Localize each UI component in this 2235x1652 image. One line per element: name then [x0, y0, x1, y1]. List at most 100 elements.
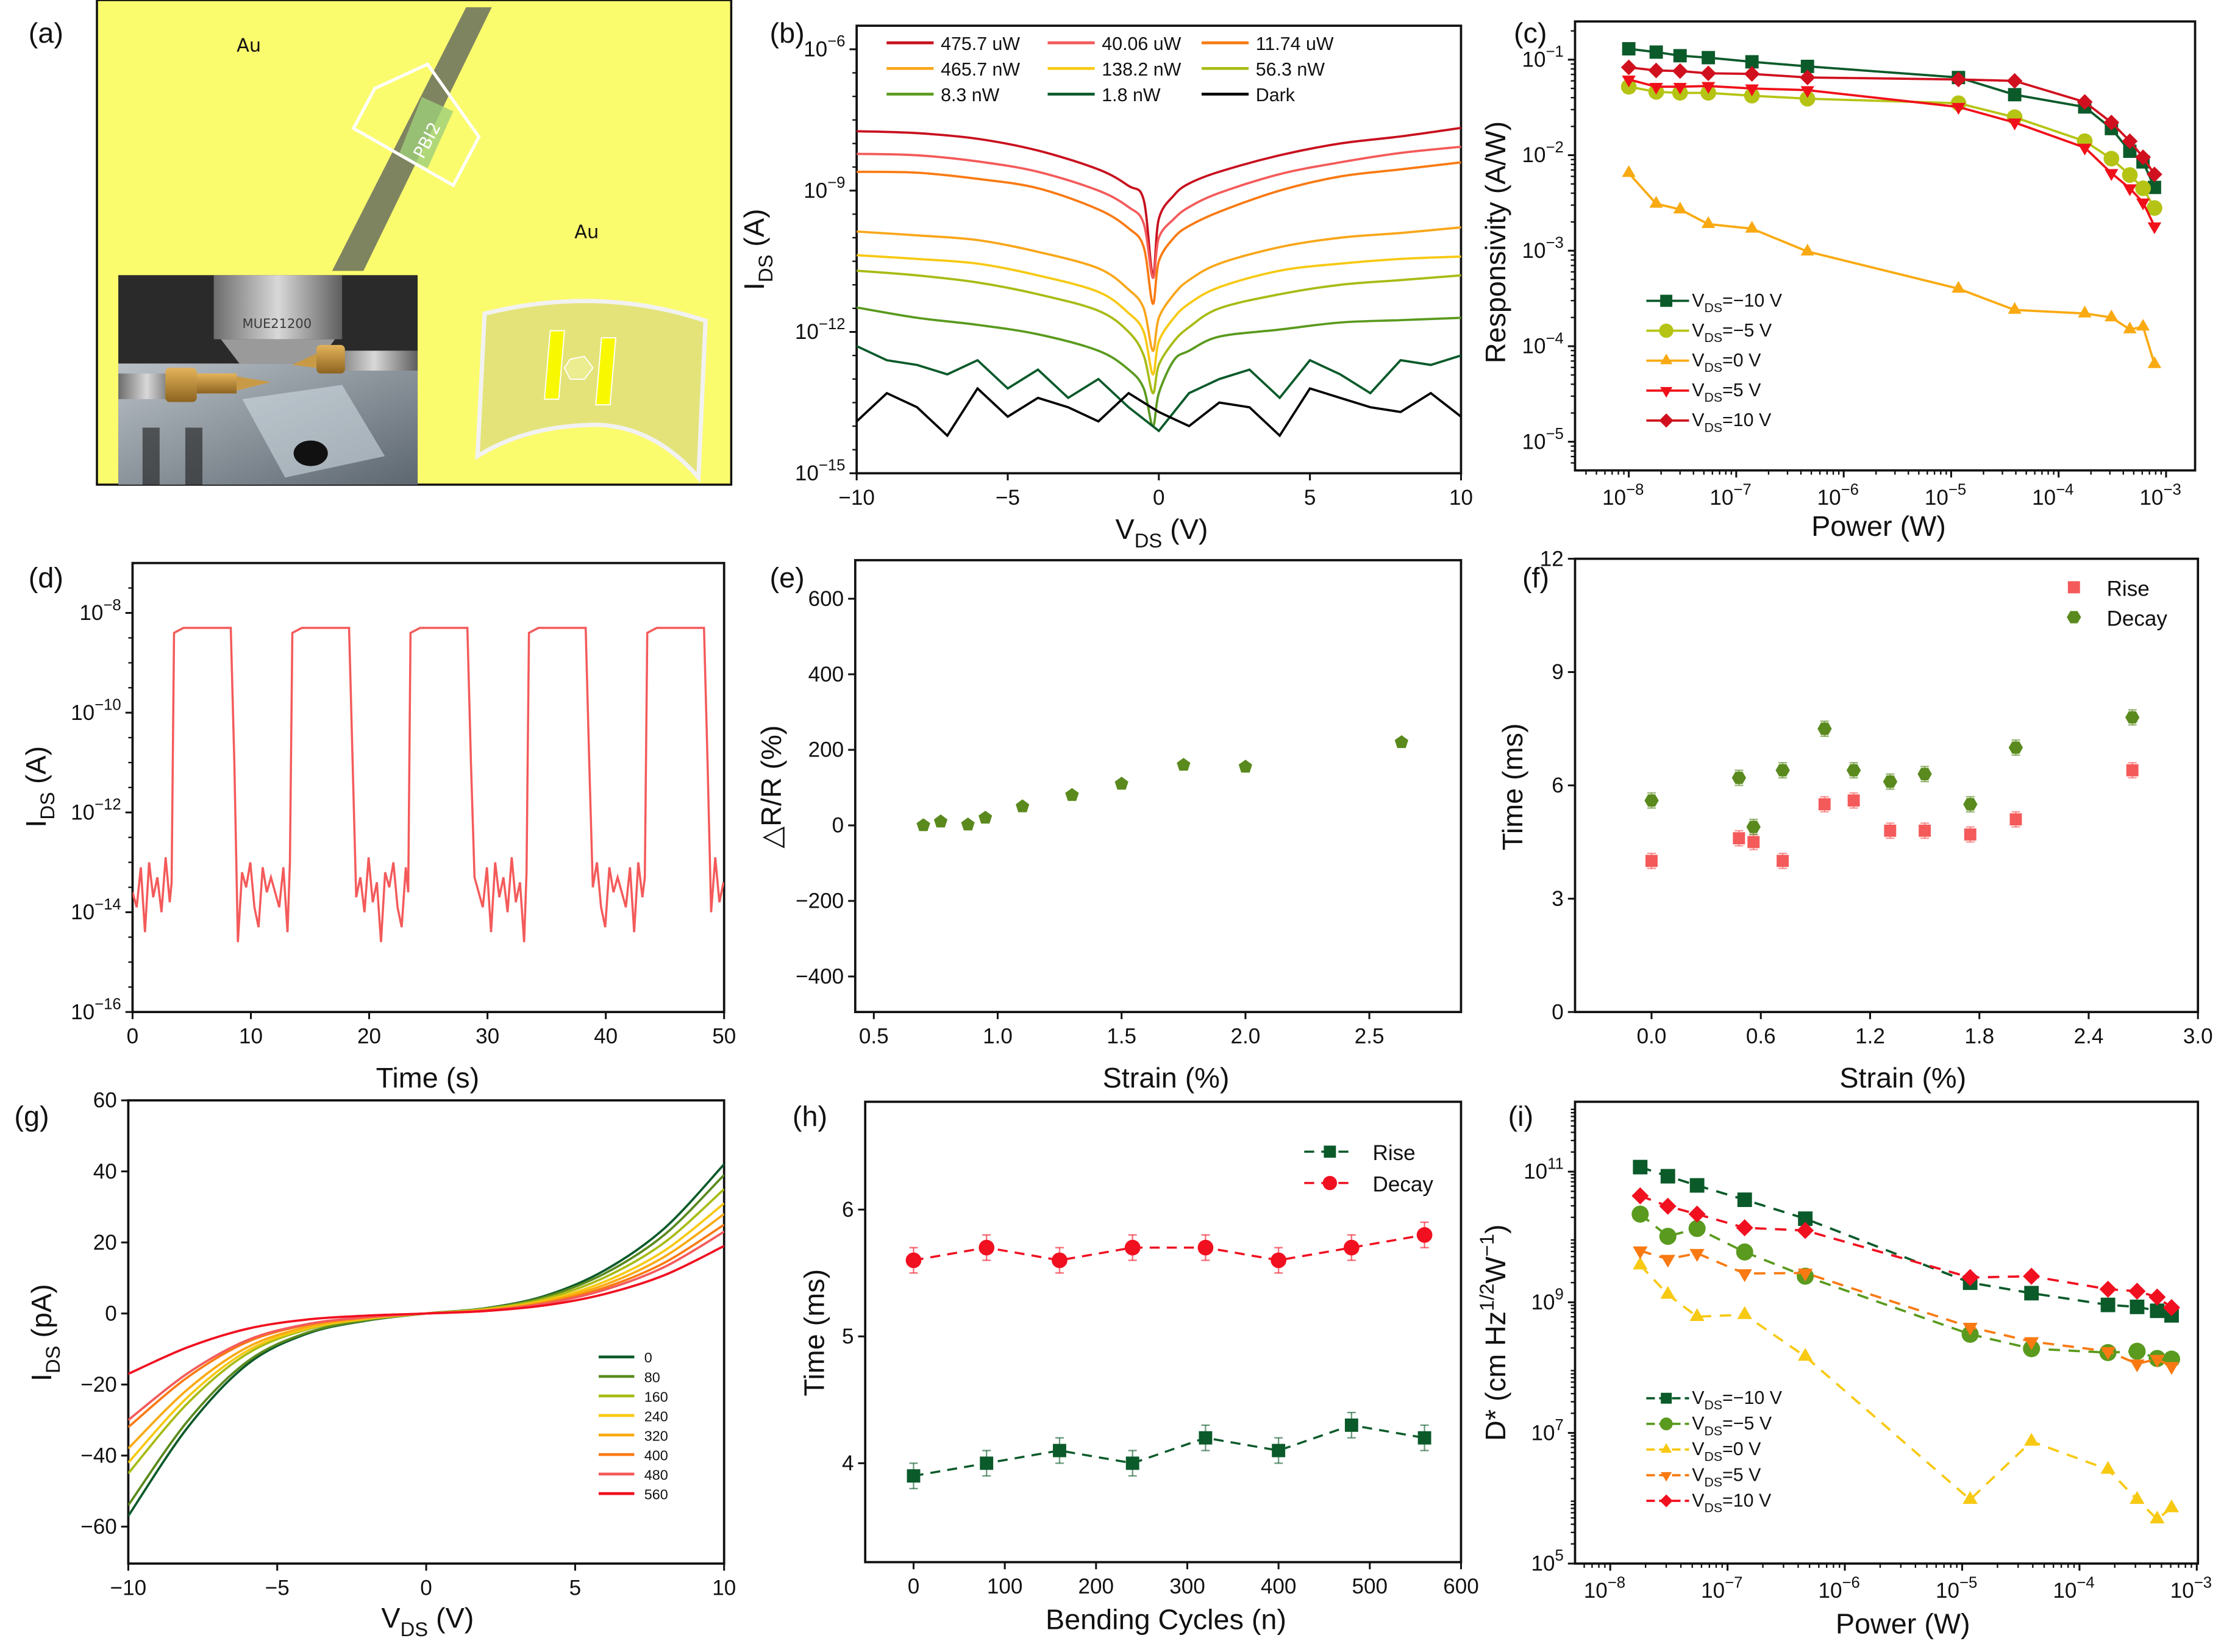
y-tick-label: 6	[1552, 774, 1564, 797]
series-line	[913, 1234, 1425, 1262]
data-point	[1777, 855, 1789, 867]
x-tick-label: 10−4	[2032, 481, 2073, 509]
data-point	[2164, 1362, 2180, 1375]
label-part: =5 V	[1722, 380, 1761, 401]
tick-base: 10	[71, 701, 94, 725]
legend: 0 80 160 240 320 400 480 560	[598, 1350, 668, 1502]
data-point	[2136, 319, 2150, 331]
label-part: Responsivity (A/W)	[1480, 121, 1511, 363]
y-tick-label: −20	[80, 1373, 116, 1397]
x-tick-label: 10−4	[2053, 1575, 2094, 1603]
label-part: V	[1692, 1387, 1705, 1408]
legend-label: VDS=10 V	[1692, 1490, 1772, 1515]
tick-base: 10	[1522, 48, 1545, 72]
y-tick-label: 10−2	[1522, 139, 1563, 167]
panel-letter: (b)	[770, 17, 805, 49]
data-point	[1633, 1159, 1648, 1175]
y-tick-label: 0	[832, 814, 844, 838]
data-point	[1736, 1243, 1753, 1261]
data-point	[2130, 1299, 2145, 1314]
tick-exponent: −12	[94, 796, 121, 813]
label-part: =−10 V	[1722, 290, 1783, 311]
series-line	[857, 127, 1461, 277]
label-part: DS	[41, 1346, 64, 1373]
tick-base: 10	[2139, 486, 2163, 510]
plot-frame	[127, 1099, 725, 1565]
flake-highlight	[399, 97, 454, 169]
x-tick-label: 40	[594, 1025, 618, 1049]
plot-area	[916, 735, 1408, 831]
legend-label: 320	[644, 1428, 668, 1444]
legend-label: 480	[644, 1467, 668, 1483]
tick-exponent: −5	[1959, 1575, 1977, 1592]
data-point	[2135, 149, 2151, 165]
tick-base: 10	[1522, 143, 1545, 167]
data-point	[1701, 82, 1716, 94]
data-point	[2128, 1342, 2146, 1360]
label-part: DS	[754, 255, 777, 282]
x-tick-label: 1.8	[1964, 1025, 1994, 1049]
y-tick-label: 5	[842, 1325, 854, 1348]
label-part: I	[738, 282, 770, 290]
y-axis-label: IDS (pA)	[26, 1284, 64, 1381]
y-axis-label: △R/R (%)	[755, 725, 787, 849]
y-axis-label: D* (cm Hz1/2W−1)	[1475, 1224, 1511, 1440]
x-tick-label: 20	[357, 1025, 381, 1049]
label-part: =−10 V	[1722, 1387, 1783, 1408]
data-point	[1731, 771, 1747, 785]
data-point	[1052, 1252, 1068, 1269]
y-tick-label: 0	[1552, 1000, 1564, 1024]
x-tick-label: 30	[476, 1025, 499, 1049]
plot-area	[128, 1163, 724, 1517]
data-point	[2147, 222, 2162, 235]
label-part: Power (W)	[1836, 1607, 1970, 1639]
label-part: =−5 V	[1722, 320, 1772, 341]
panel-letter: (i)	[1508, 1100, 1534, 1132]
data-point	[1919, 824, 1931, 837]
x-tick-label: −5	[265, 1576, 290, 1600]
data-point	[1622, 76, 1636, 88]
x-tick-label: 0.0	[1637, 1025, 1667, 1049]
data-point	[1660, 1286, 1675, 1299]
y-tick-label: 10−15	[795, 457, 846, 485]
data-point	[2123, 184, 2137, 196]
series-line	[857, 145, 1461, 279]
tick-base: 10	[2053, 1579, 2076, 1603]
data-point	[1797, 1348, 1813, 1361]
tick-base: 10	[1522, 430, 1545, 454]
tick-exponent: −6	[1842, 1575, 1860, 1592]
x-tick-label: 2.0	[1231, 1025, 1261, 1049]
data-point	[1016, 799, 1030, 813]
data-point	[1417, 1431, 1431, 1445]
data-point	[1633, 1246, 1648, 1259]
data-point	[1846, 764, 1861, 777]
tick-base: 10	[1522, 239, 1545, 263]
x-tick-label: 1.5	[1107, 1025, 1136, 1049]
x-tick-label: 0	[908, 1575, 920, 1598]
series-line	[1639, 1249, 2172, 1368]
plot-frame	[864, 1100, 1463, 1564]
legend-marker	[1660, 386, 1673, 398]
label-part: (pA)	[26, 1284, 57, 1345]
y-tick-label: 10−1	[1522, 43, 1563, 71]
panel-h: 0 100 200 300 400 500 600 4 5 6 Bending Cycles (n)…	[798, 1100, 1479, 1635]
label-part: △R/R (%)	[755, 725, 787, 849]
plot-area	[132, 627, 724, 942]
legend-marker	[2067, 611, 2081, 624]
plot-frame	[131, 561, 725, 1013]
tick-exponent: −4	[2056, 481, 2073, 498]
label-part: Time (ms)	[798, 1269, 830, 1397]
label-part: Time (ms)	[1497, 723, 1528, 850]
legend-label: VDS=0 V	[1692, 350, 1761, 375]
tick-base: 10	[1925, 486, 1948, 510]
legend-label: 475.7 uW	[941, 34, 1020, 54]
data-point	[1622, 165, 1636, 177]
x-tick-label: 5	[1304, 486, 1316, 510]
data-point	[2008, 88, 2022, 102]
x-tick-label: −5	[996, 486, 1020, 510]
panel-letter: (c)	[1514, 17, 1547, 49]
data-point	[1800, 243, 1814, 256]
data-point	[2008, 118, 2022, 130]
